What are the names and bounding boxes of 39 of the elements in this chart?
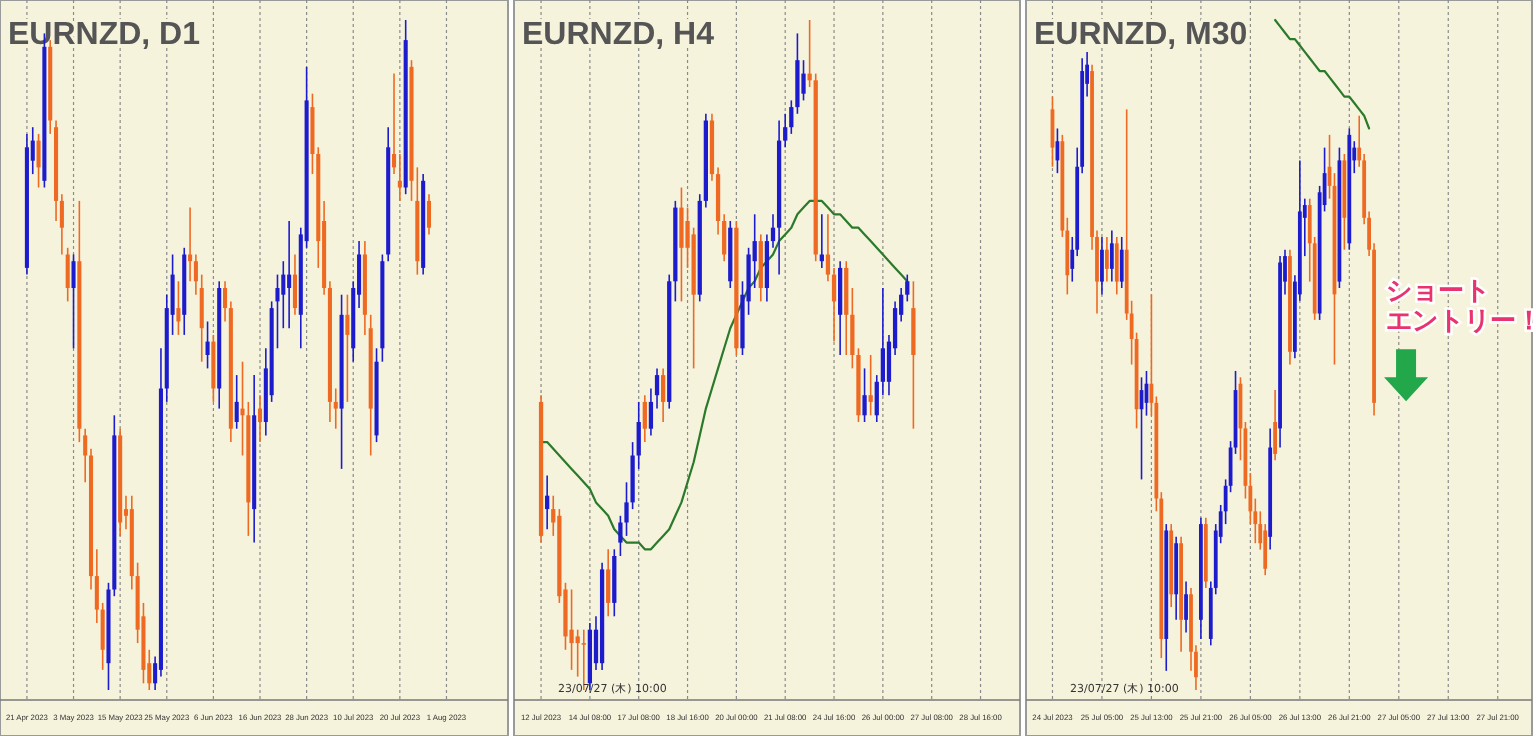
candlestick: [606, 548, 611, 618]
candlestick: [287, 220, 292, 329]
candlestick: [838, 260, 843, 356]
candlestick: [569, 588, 574, 671]
candlestick: [1104, 236, 1109, 283]
candlestick: [205, 320, 210, 370]
candlestick: [862, 367, 867, 423]
candlestick: [234, 374, 239, 430]
candlestick: [660, 367, 666, 423]
candlestick: [211, 334, 216, 403]
candlestick: [612, 548, 617, 618]
candlestick: [844, 260, 849, 356]
candlestick: [176, 280, 181, 336]
candlestick: [292, 253, 297, 316]
candlestick: [36, 133, 41, 189]
candlestick: [257, 394, 263, 443]
candlestick: [1109, 229, 1114, 283]
chart-title: EURNZD, H4: [522, 18, 715, 52]
candlestick: [345, 293, 350, 403]
candlestick: [801, 59, 806, 102]
candlestick: [545, 474, 550, 530]
candlestick: [679, 186, 684, 303]
candlestick: [1184, 580, 1188, 634]
candlestick: [1119, 236, 1124, 289]
annotation: エントリー！: [1386, 307, 1536, 338]
candlestick: [397, 153, 402, 202]
candlestick: [1273, 389, 1278, 462]
candlestick: [1114, 236, 1119, 296]
candlestick: [868, 354, 873, 417]
candlestick: [1100, 236, 1104, 296]
chart-title: EURNZD, D1: [8, 18, 201, 52]
chart-title: EURNZD, M30: [1034, 18, 1248, 52]
candlestick: [911, 280, 916, 430]
annotation: ショート: [1386, 277, 1491, 308]
candlestick: [758, 233, 763, 303]
candlestick: [642, 394, 647, 443]
candlestick: [65, 247, 70, 303]
candlestick: [71, 253, 76, 350]
candlestick: [426, 193, 432, 236]
